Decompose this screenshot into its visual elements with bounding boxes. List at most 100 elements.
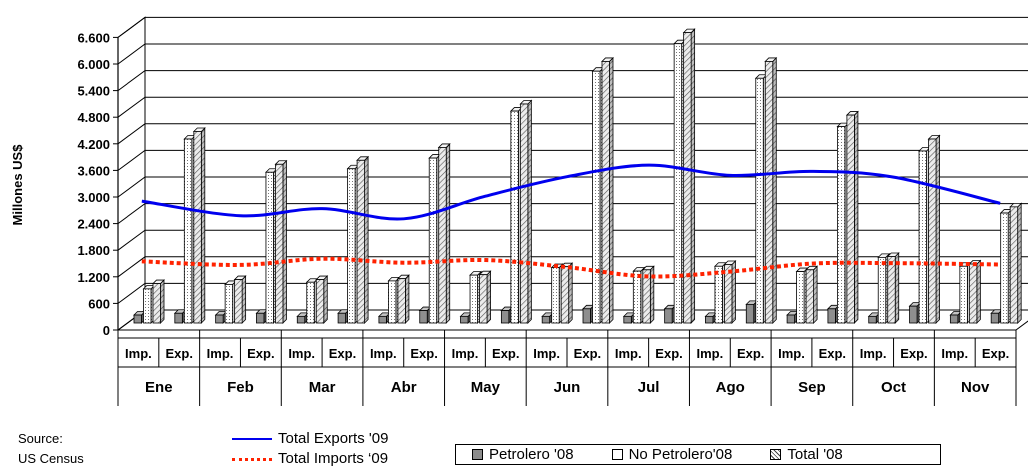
legend-exports-label: Total Exports '09	[278, 430, 389, 447]
bar-imp-total	[152, 279, 165, 324]
bar-exp-total	[764, 56, 778, 324]
legend-no-petrolero-label: No Petrolero'08	[628, 446, 733, 463]
gridline	[117, 176, 1028, 198]
month-label: Sep	[798, 379, 826, 396]
y-tick-label: 3.000	[77, 190, 110, 205]
bar-imp-total	[805, 265, 819, 324]
bar-exp-total	[927, 134, 941, 324]
sub-category-label: Exp.	[574, 346, 601, 361]
bar-exp-total	[356, 155, 370, 324]
sub-category-label: Imp.	[696, 346, 723, 361]
plot-side-wall	[117, 16, 146, 331]
gridline	[117, 256, 1028, 278]
legend-petrolero: Petrolero '08	[472, 446, 574, 463]
sub-category-label: Imp.	[941, 346, 968, 361]
sub-category-label: Imp.	[125, 346, 152, 361]
sub-category-label: Exp.	[655, 346, 682, 361]
y-tick-label: 4.800	[77, 110, 110, 125]
sub-category-label: Exp.	[165, 346, 192, 361]
gridline	[117, 70, 1028, 92]
exports-line-swatch	[232, 438, 272, 440]
month-label: Ene	[145, 379, 173, 396]
bar-exp-total	[274, 159, 288, 324]
bar-imp-total	[478, 270, 492, 324]
bar-imp-total	[641, 265, 655, 324]
bar-imp-total	[315, 275, 329, 324]
sub-category-label: Exp.	[492, 346, 519, 361]
gridline	[117, 229, 1028, 251]
y-axis-title: Millones US$	[10, 144, 25, 226]
bar-imp-total	[723, 260, 737, 324]
sub-category-label: Imp.	[370, 346, 397, 361]
bar-exp-total	[682, 28, 696, 324]
gridline	[117, 282, 1028, 304]
bar-imp-total	[233, 275, 247, 324]
legend-no-petrolero: No Petrolero'08	[611, 446, 733, 463]
legend-imports: Total Imports ‘09	[232, 449, 388, 469]
legend-total: Total '08	[770, 446, 843, 463]
no-petrolero-swatch	[611, 449, 623, 460]
month-label: Abr	[391, 379, 417, 396]
source-note: Source: US Census	[18, 429, 84, 469]
trend-lines	[141, 163, 1001, 279]
month-label: Nov	[961, 379, 990, 396]
sub-category-label: Imp.	[452, 346, 479, 361]
bar-imp-total	[396, 274, 410, 324]
month-label: Feb	[227, 379, 254, 396]
sub-category-label: Imp.	[288, 346, 315, 361]
bar-exp-total	[845, 110, 859, 324]
sub-category-label: Imp.	[533, 346, 560, 361]
y-tick-label: 1.800	[77, 243, 110, 258]
bar-imp-total	[886, 252, 900, 324]
legend-total-label: Total '08	[787, 446, 843, 463]
gridline	[117, 43, 1028, 65]
month-label: Jun	[554, 379, 581, 396]
legend-petrolero-label: Petrolero '08	[489, 446, 574, 463]
axes: 0 600 1.200 1.800 2.400 3.000 3.600 4.200 4.800 5…	[77, 30, 1017, 406]
legend-imports-label: Total Imports ‘09	[278, 450, 389, 467]
bar-imp-total	[560, 262, 574, 324]
bar-imp-total	[968, 259, 982, 324]
sub-category-label: Exp.	[247, 346, 274, 361]
bar-exp-total	[519, 99, 533, 324]
y-tick-label: 5.400	[77, 84, 110, 99]
y-tick-label: 600	[88, 296, 110, 311]
month-label: May	[471, 379, 501, 396]
petrolero-swatch	[472, 449, 483, 460]
sub-category-label: Exp.	[329, 346, 356, 361]
line-legend: Total Exports '09 Total Imports ‘09	[232, 429, 388, 469]
bar-exp-total	[192, 127, 206, 324]
y-tick-label: 2.400	[77, 217, 110, 232]
month-label: Oct	[881, 379, 906, 396]
source-name: US Census	[18, 451, 84, 466]
sub-category-label: Exp.	[819, 346, 846, 361]
gridline	[117, 149, 1028, 171]
sub-category-label: Exp.	[982, 346, 1009, 361]
imports-line-swatch	[232, 457, 272, 461]
y-tick-label: 0	[103, 323, 110, 338]
bar-exp-total	[1009, 202, 1023, 324]
bar-exp-total	[437, 142, 451, 324]
month-label: Jul	[638, 379, 660, 396]
y-tick-label: 6.600	[77, 30, 110, 45]
y-tick-label: 3.600	[77, 163, 110, 178]
month-label: Mar	[309, 379, 336, 396]
month-label: Ago	[716, 379, 745, 396]
sub-category-label: Exp.	[900, 346, 927, 361]
y-tick-label: 6.000	[77, 57, 110, 72]
gridline	[117, 203, 1028, 225]
total-swatch	[770, 449, 782, 460]
y-tick-label: 1.200	[77, 270, 110, 285]
bar-legend: Petrolero '08 No Petrolero'08 Total '08	[455, 444, 941, 465]
sub-category-label: Imp.	[615, 346, 642, 361]
sub-category-label: Imp.	[860, 346, 887, 361]
sub-category-label: Exp.	[410, 346, 437, 361]
gridline	[117, 123, 1028, 145]
sub-category-label: Imp.	[778, 346, 805, 361]
sub-category-label: Imp.	[207, 346, 234, 361]
y-tick-label: 4.200	[77, 137, 110, 152]
sub-category-label: Exp.	[737, 346, 764, 361]
imports-09-line	[141, 256, 1001, 279]
gridline	[117, 16, 1028, 38]
